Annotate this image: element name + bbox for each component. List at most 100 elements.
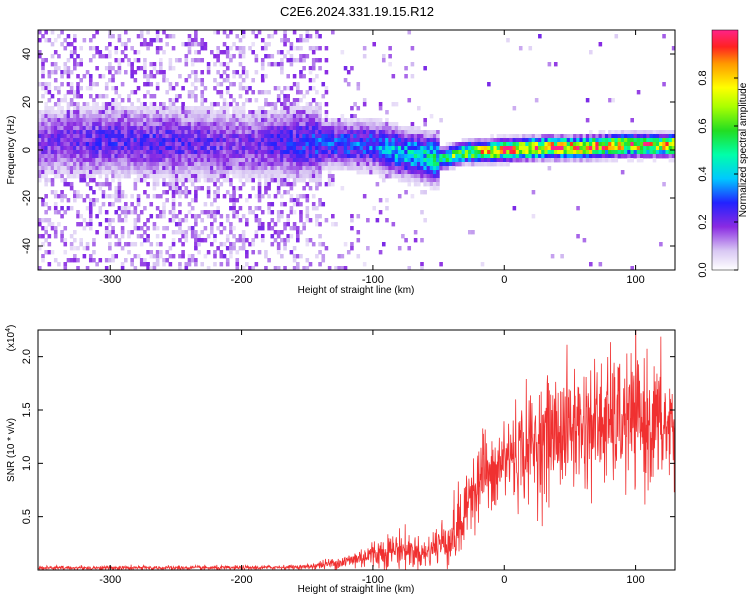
heatmap-cell xyxy=(63,110,68,115)
heatmap-cell xyxy=(101,138,106,143)
heatmap-cell xyxy=(299,230,303,235)
heatmap-cell xyxy=(111,34,115,39)
heatmap-cell xyxy=(385,150,389,155)
heatmap-cell xyxy=(423,154,427,159)
heatmap-cell xyxy=(362,126,367,131)
heatmap-cell xyxy=(270,218,275,223)
heatmap-cell xyxy=(229,126,233,131)
heatmap-cell xyxy=(413,150,418,155)
heatmap-cell xyxy=(407,166,412,171)
heatmap-cell xyxy=(346,70,351,75)
heatmap-cell xyxy=(194,194,198,199)
heatmap-cell xyxy=(139,154,144,159)
heatmap-cell xyxy=(136,170,141,175)
heatmap-cell xyxy=(302,222,306,227)
heatmap-cell xyxy=(353,142,357,147)
heatmap-cell xyxy=(289,170,294,175)
heatmap-cell xyxy=(53,166,58,171)
heatmap-cell xyxy=(149,174,154,179)
heatmap-cell xyxy=(254,170,259,175)
heatmap-cell xyxy=(165,258,169,263)
heatmap-cell xyxy=(541,146,545,151)
heatmap-cell xyxy=(136,158,141,163)
heatmap-cell xyxy=(178,210,182,215)
heatmap-cell xyxy=(343,142,348,147)
heatmap-cell xyxy=(595,158,599,163)
heatmap-cell xyxy=(308,218,313,223)
heatmap-cell xyxy=(238,194,243,199)
heatmap-cell xyxy=(366,246,370,251)
heatmap-cell xyxy=(181,178,185,183)
heatmap-cell xyxy=(171,146,176,151)
heatmap-cell xyxy=(560,150,564,155)
heatmap-cell xyxy=(209,150,214,155)
heatmap-cell xyxy=(197,154,201,159)
heatmap-cell xyxy=(111,170,115,175)
heatmap-cell xyxy=(229,138,233,143)
heatmap-cell xyxy=(79,130,83,135)
heatmap-cell xyxy=(197,162,201,167)
heatmap-cell xyxy=(190,178,195,183)
heatmap-cell xyxy=(385,110,389,115)
heatmap-cell xyxy=(283,170,287,175)
heatmap-cell xyxy=(209,134,214,139)
heatmap-cell xyxy=(499,146,504,151)
heatmap-cell xyxy=(209,138,214,143)
heatmap-cell xyxy=(496,142,501,147)
heatmap-cell xyxy=(63,62,68,67)
heatmap-cell xyxy=(152,122,157,127)
heatmap-cell xyxy=(295,118,300,123)
heatmap-cell xyxy=(168,130,173,135)
heatmap-cell xyxy=(557,150,561,155)
heatmap-cell xyxy=(200,70,205,75)
heatmap-cell xyxy=(206,142,211,147)
heatmap-cell xyxy=(251,210,255,215)
heatmap-cell xyxy=(308,34,313,39)
heatmap-cell xyxy=(181,254,185,259)
heatmap-cell xyxy=(168,218,173,223)
heatmap-cell xyxy=(286,110,291,115)
heatmap-cell xyxy=(127,38,131,43)
heatmap-cell xyxy=(359,162,364,167)
heatmap-cell xyxy=(85,126,90,131)
heatmap-cell xyxy=(665,150,670,155)
heatmap-cell xyxy=(423,190,427,195)
heatmap-cell xyxy=(181,110,185,115)
heatmap-cell xyxy=(276,242,281,247)
snr-y-label: SNR (10 * v/v) xyxy=(6,418,17,482)
heatmap-cell xyxy=(665,146,670,151)
heatmap-cell xyxy=(480,154,485,159)
heatmap-cell xyxy=(391,150,396,155)
heatmap-cell xyxy=(270,142,275,147)
heatmap-cell xyxy=(241,234,246,239)
heatmap-cell xyxy=(69,54,74,59)
heatmap-cell xyxy=(273,126,278,131)
heatmap-cell xyxy=(155,126,160,131)
heatmap-cell xyxy=(557,142,561,147)
heatmap-cell xyxy=(295,38,300,43)
heatmap-cell xyxy=(104,158,109,163)
heatmap-cell xyxy=(305,114,310,119)
heatmap-cell xyxy=(152,166,157,171)
heatmap-cell xyxy=(117,218,122,223)
heatmap-cell xyxy=(276,158,281,163)
heatmap-cell xyxy=(171,202,176,207)
heatmap-cell xyxy=(280,58,284,63)
heatmap-cell xyxy=(662,150,666,155)
heatmap-cell xyxy=(318,146,322,151)
heatmap-cell xyxy=(528,142,533,147)
heatmap-cell xyxy=(305,102,310,107)
heatmap-cell xyxy=(417,106,421,111)
heatmap-cell xyxy=(327,130,332,135)
heatmap-cell xyxy=(286,114,291,119)
snr-y-multiplier-close: ) xyxy=(6,325,17,328)
heatmap-cell xyxy=(76,190,80,195)
heatmap-cell xyxy=(305,134,310,139)
heatmap-cell xyxy=(264,162,268,167)
heatmap-cell xyxy=(321,122,326,127)
heatmap-cell xyxy=(162,134,166,139)
heatmap-cell xyxy=(111,226,115,231)
heatmap-cell xyxy=(143,138,147,143)
heatmap-cell xyxy=(436,178,440,183)
heatmap-cell xyxy=(350,138,354,143)
